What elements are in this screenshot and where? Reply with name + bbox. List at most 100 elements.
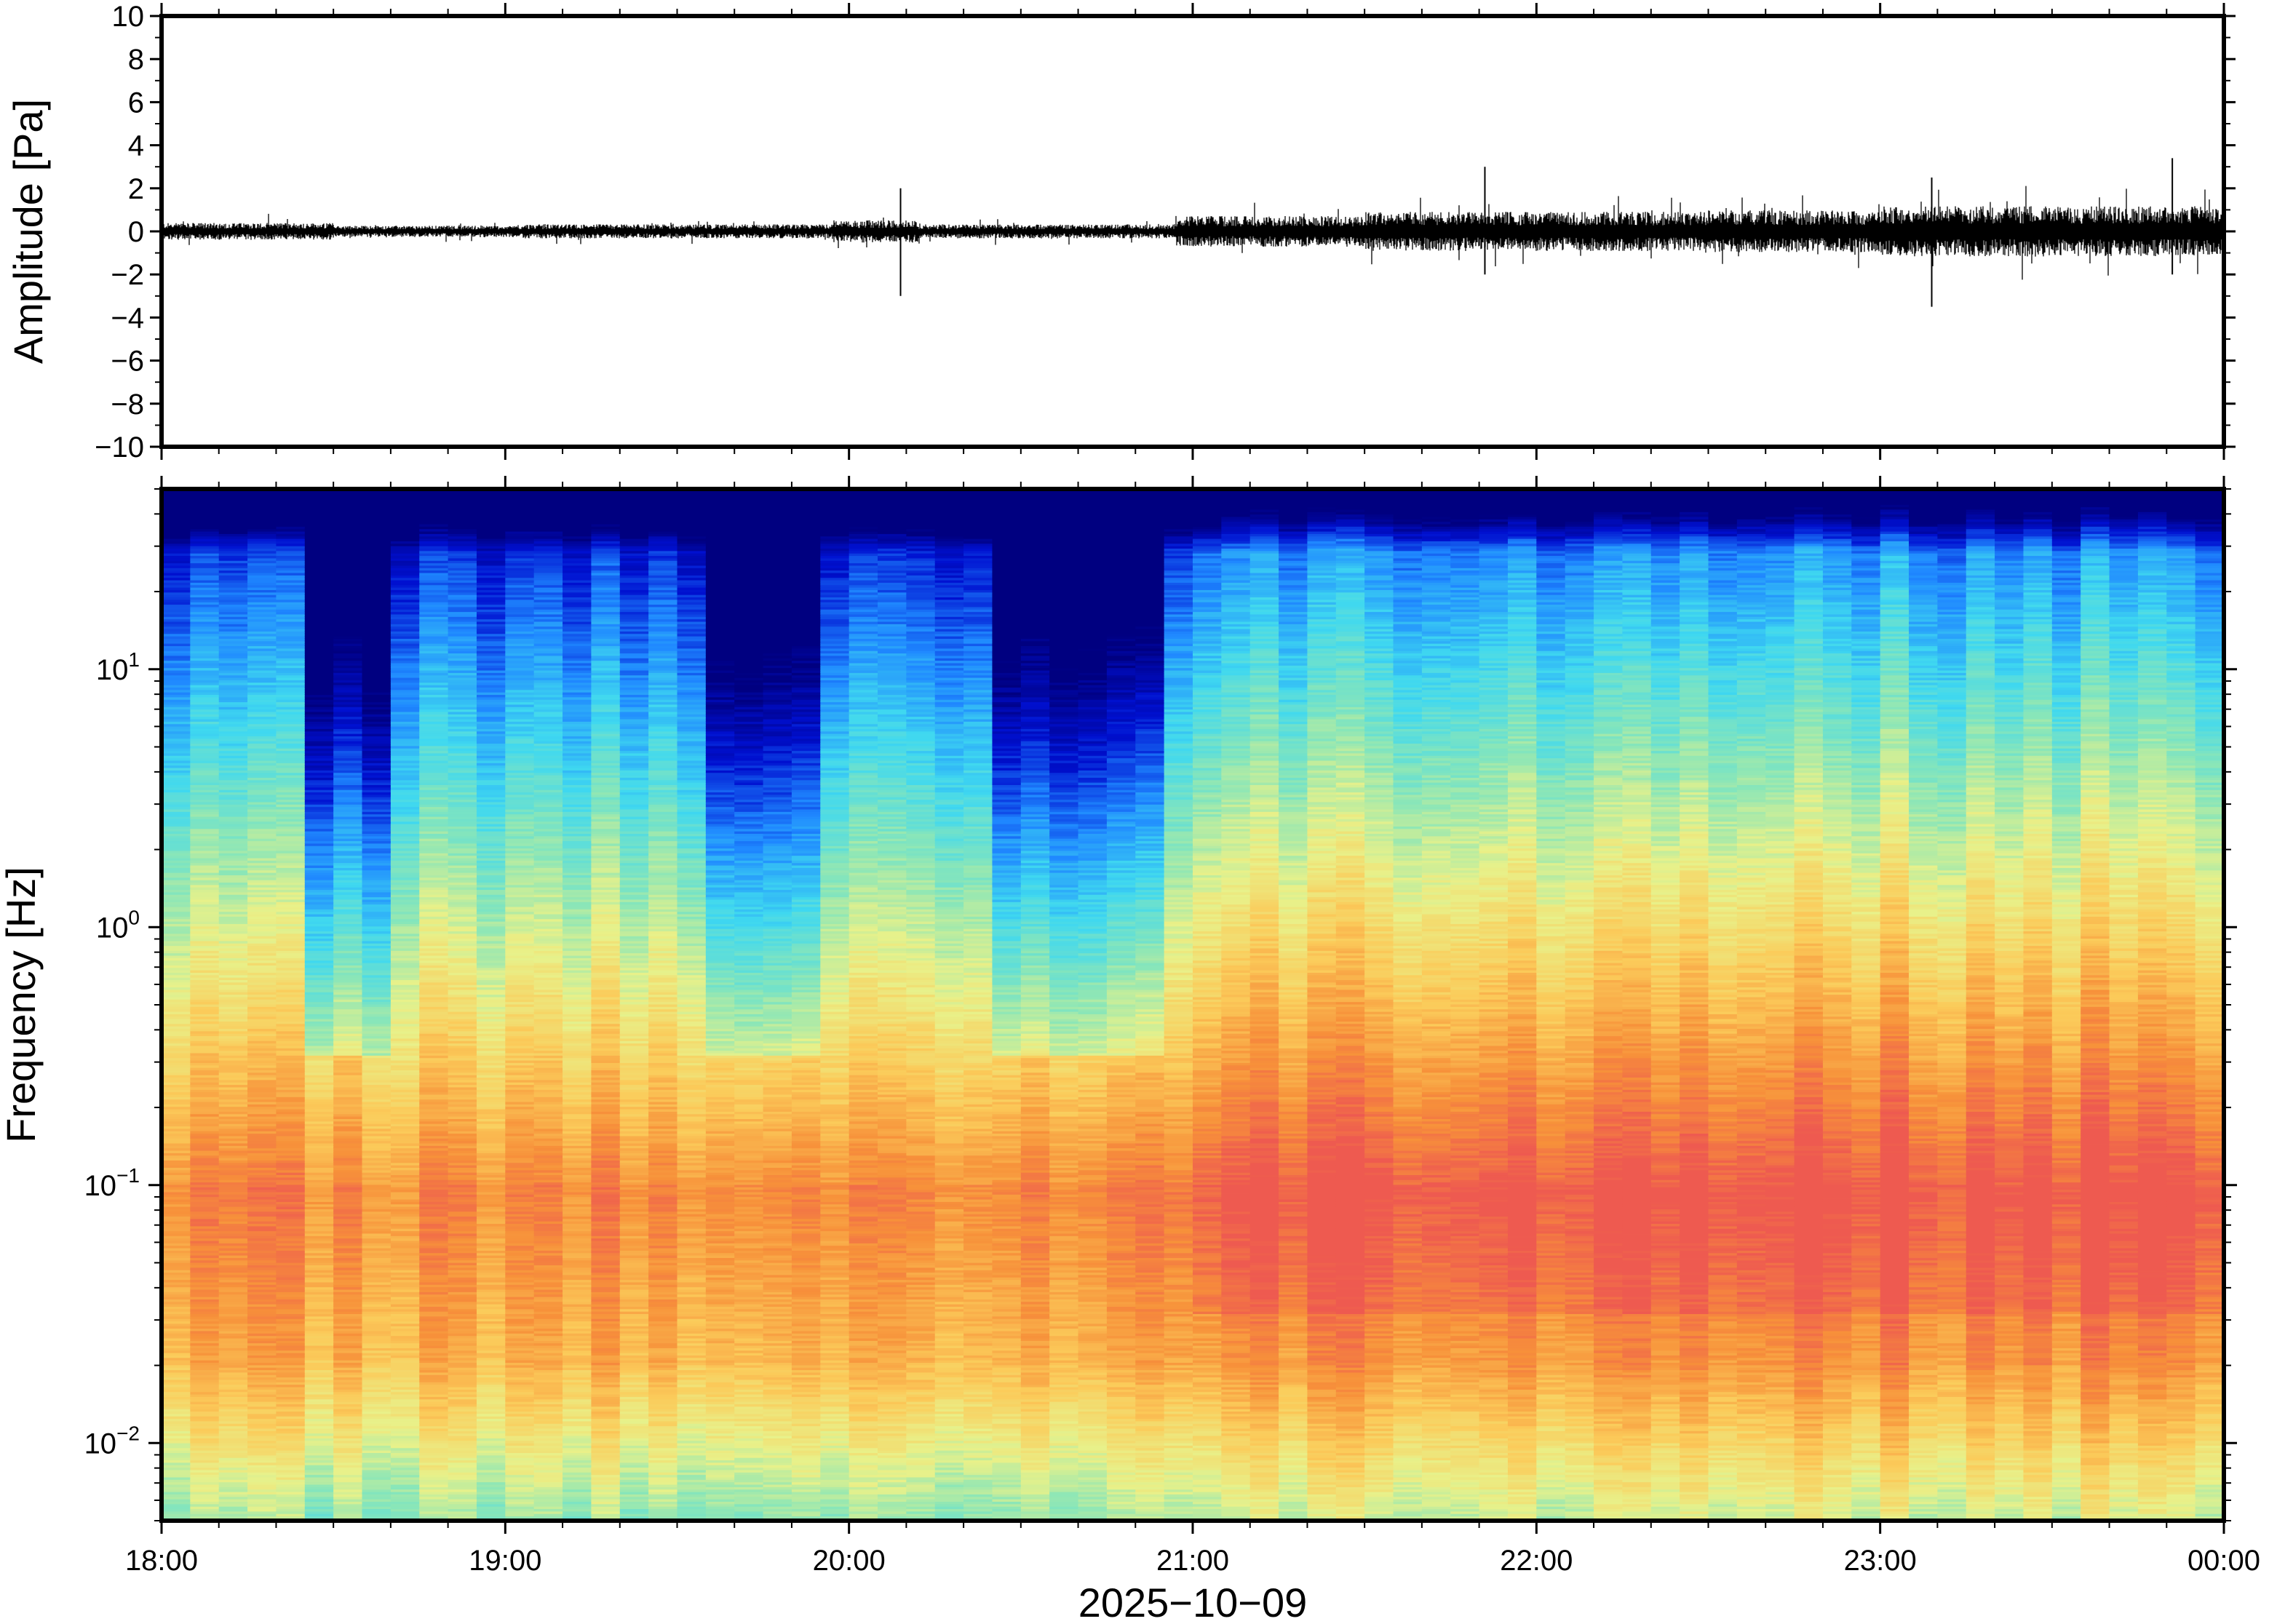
spectrogram-cell [276,662,306,666]
spectrogram-cell [218,1306,248,1310]
spectrogram-cell [276,1174,306,1178]
spectrogram-cell [162,974,191,978]
spectrogram-cell [218,716,248,720]
spectrogram-cell [304,1389,334,1393]
spectrogram-cell [247,1382,277,1385]
spectrogram-cell [276,736,306,739]
spectrogram-cell [218,823,248,827]
spectrogram-cell [247,687,277,690]
spectrogram-cell [247,1279,277,1283]
spectrogram-cell [218,721,248,725]
spectrogram-cell [218,582,248,586]
spectrogram-cell [304,893,334,898]
spectrogram-cell [218,604,248,608]
spectrogram-cell [190,1052,220,1056]
spectrogram-cell [190,1454,220,1458]
spectrogram-cell [162,1467,191,1470]
spectrogram-cell [190,613,220,617]
spectrogram-cell [190,687,220,690]
spectrogram-cell [190,1274,220,1278]
spectrogram-cell [190,731,220,734]
spectrogram-cell [162,1494,191,1497]
spectrogram-cell [218,1230,248,1234]
spectrogram-cell [276,1513,306,1517]
spectrogram-cell [304,1201,334,1205]
spectrogram-cell [276,1230,306,1234]
spectrogram-cell [247,909,277,912]
spectrogram-cell [247,1420,277,1424]
spectrogram-cell [247,1074,277,1078]
spectrogram-cell [162,828,191,832]
spectrogram-cell [162,799,191,803]
spectrogram-cell [276,969,306,973]
spectrogram-cell [276,909,306,912]
spectrogram-cell [218,1386,248,1390]
spectrogram-cell [190,1474,220,1478]
spectrogram-cell [276,667,306,671]
spectrogram-cell [190,830,220,834]
spectrogram-cell [218,974,248,978]
spectrogram-cell [162,1235,191,1239]
spectrogram-cell [190,1315,220,1319]
spectrogram-cell [218,801,248,805]
spectrogram-cell [276,1160,306,1163]
spectrogram-cell [276,733,306,736]
spectrogram-cell [247,653,277,656]
spectrogram-cell [304,1428,334,1431]
spectrogram-cell [247,616,277,620]
spectrogram-cell [247,536,277,539]
spectrogram-cell [247,1272,277,1275]
spectrogram-cell [218,1227,248,1232]
spectrogram-cell [162,923,191,927]
spectrogram-cell [162,562,191,566]
spectrogram-cell [218,877,248,880]
spectrogram-cell [162,1106,191,1110]
spectrogram-cell [276,599,306,602]
spectrogram-cell [247,1464,277,1468]
spectrogram-cell [190,1086,220,1090]
spectrogram-cell [162,1145,191,1149]
spectrogram-cell [218,1457,248,1461]
spectrogram-cell [162,545,191,549]
spectrogram-cell [218,1014,248,1017]
spectrogram-cell [218,1113,248,1117]
spectrogram-cell [190,608,220,613]
spectrogram-cell [276,631,306,634]
spectrogram-cell [218,781,248,785]
spectrogram-cell [190,538,220,541]
spectrogram-cell [190,698,220,703]
spectrogram-cell [304,1194,334,1198]
spectrogram-cell [162,952,191,956]
spectrogram-cell [190,1106,220,1110]
spectrogram-cell [162,586,191,590]
spectrogram-cell [247,1245,277,1249]
spectrogram-cell [218,1484,248,1487]
spectrogram-cell [276,1094,306,1097]
spectrogram-cell [247,521,277,525]
spectrogram-cell [276,996,306,1000]
spectrogram-cell [276,1299,306,1302]
spectrogram-cell [276,1281,306,1285]
spectrogram-cell [162,650,191,654]
spectrogram-cell [218,994,248,998]
spectrogram-cell [276,503,306,508]
spectrogram-cell [218,1401,248,1404]
spectrogram-cell [162,1276,191,1281]
waveform-y-tick-label: −8 [111,389,144,421]
spectrogram-cell [276,1267,306,1270]
spectrogram-cell [218,1276,248,1281]
spectrogram-cell [190,1084,220,1088]
spectrogram-cell [247,1057,277,1061]
spectrogram-cell [162,770,191,773]
spectrogram-cell [247,747,277,752]
spectrogram-cell [304,1321,334,1324]
spectrogram-cell [247,1096,277,1100]
spectrogram-cell [162,1057,191,1061]
spectrogram-cell [218,860,248,864]
spectrogram-cell [304,1382,334,1385]
spectrogram-cell [218,1238,248,1241]
spectrogram-cell [304,1464,334,1468]
spectrogram-cell [162,947,191,951]
spectrogram-cell [276,611,306,615]
spectrogram-cell [304,1133,334,1137]
